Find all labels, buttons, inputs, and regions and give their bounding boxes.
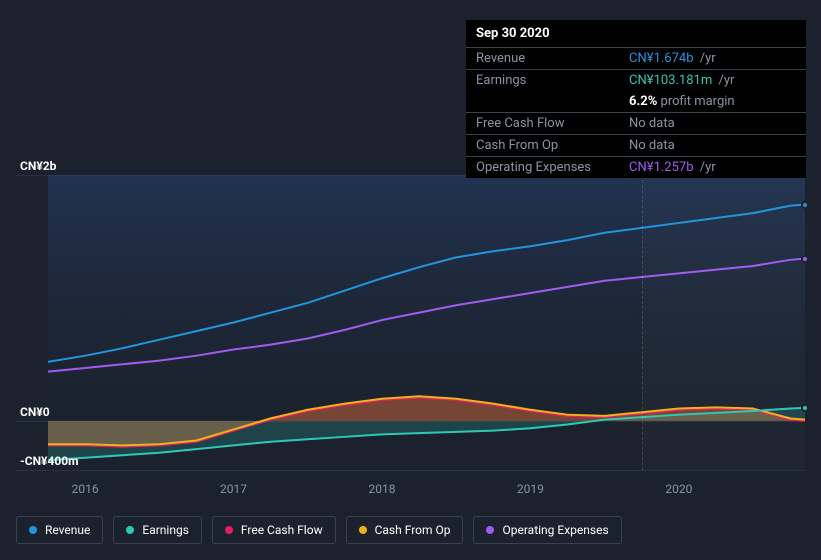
tooltip-row: RevenueCN¥1.674b /yr [466, 48, 806, 70]
tooltip-row: Cash From OpNo data [466, 135, 806, 157]
legend-dot-icon [126, 526, 134, 534]
series-end-marker [801, 404, 809, 412]
tooltip-date: Sep 30 2020 [466, 20, 806, 47]
legend-item[interactable]: Operating Expenses [473, 516, 621, 544]
tooltip-row-value: CN¥1.257b /yr [619, 157, 806, 179]
data-tooltip: Sep 30 2020 RevenueCN¥1.674b /yrEarnings… [466, 20, 806, 178]
tooltip-row-value: No data [619, 113, 806, 135]
tooltip-row-label: Revenue [466, 48, 619, 70]
legend-item-label: Cash From Op [375, 523, 451, 537]
legend-item-label: Revenue [45, 523, 90, 537]
y-tick-label: -CN¥400m [20, 454, 79, 468]
tooltip-row: Operating ExpensesCN¥1.257b /yr [466, 157, 806, 179]
x-tick-label: 2018 [368, 482, 395, 496]
tooltip-row: Free Cash FlowNo data [466, 113, 806, 135]
tooltip-row-label: Cash From Op [466, 135, 619, 157]
y-tick-label: CN¥2b [20, 159, 56, 173]
legend-item[interactable]: Free Cash Flow [212, 516, 336, 544]
x-tick-label: 2020 [665, 482, 692, 496]
tooltip-rows: RevenueCN¥1.674b /yrEarningsCN¥103.181m … [466, 48, 806, 179]
legend-item-label: Earnings [142, 523, 189, 537]
legend-item[interactable]: Earnings [113, 516, 202, 544]
legend-item[interactable]: Revenue [16, 516, 103, 544]
tooltip-row-label: Operating Expenses [466, 157, 619, 179]
tooltip-subrow: 6.2% profit margin [466, 91, 806, 113]
legend-dot-icon [486, 526, 494, 534]
legend-item[interactable]: Cash From Op [346, 516, 464, 544]
tooltip-row-label: Earnings [466, 70, 619, 92]
y-tick-label: CN¥0 [20, 405, 50, 419]
financials-chart-page: { "chart": { "type": "line-area", "backg… [0, 0, 821, 560]
legend-dot-icon [29, 526, 37, 534]
tooltip-row-value: CN¥103.181m /yr [619, 70, 806, 92]
legend: Revenue Earnings Free Cash Flow Cash From O… [16, 516, 622, 544]
x-tick-label: 2016 [72, 482, 99, 496]
legend-dot-icon [359, 526, 367, 534]
legend-item-label: Operating Expenses [502, 523, 608, 537]
series-end-marker [801, 255, 809, 263]
tooltip-row: EarningsCN¥103.181m /yr [466, 70, 806, 92]
tooltip-row-value: No data [619, 135, 806, 157]
tooltip-row-label: Free Cash Flow [466, 113, 619, 135]
legend-item-label: Free Cash Flow [241, 523, 323, 537]
tooltip-row-value: CN¥1.674b /yr [619, 48, 806, 70]
legend-dot-icon [225, 526, 233, 534]
series-end-marker [801, 201, 809, 209]
highlight-marker [642, 175, 643, 470]
x-tick-label: 2017 [220, 482, 247, 496]
x-tick-label: 2019 [517, 482, 544, 496]
